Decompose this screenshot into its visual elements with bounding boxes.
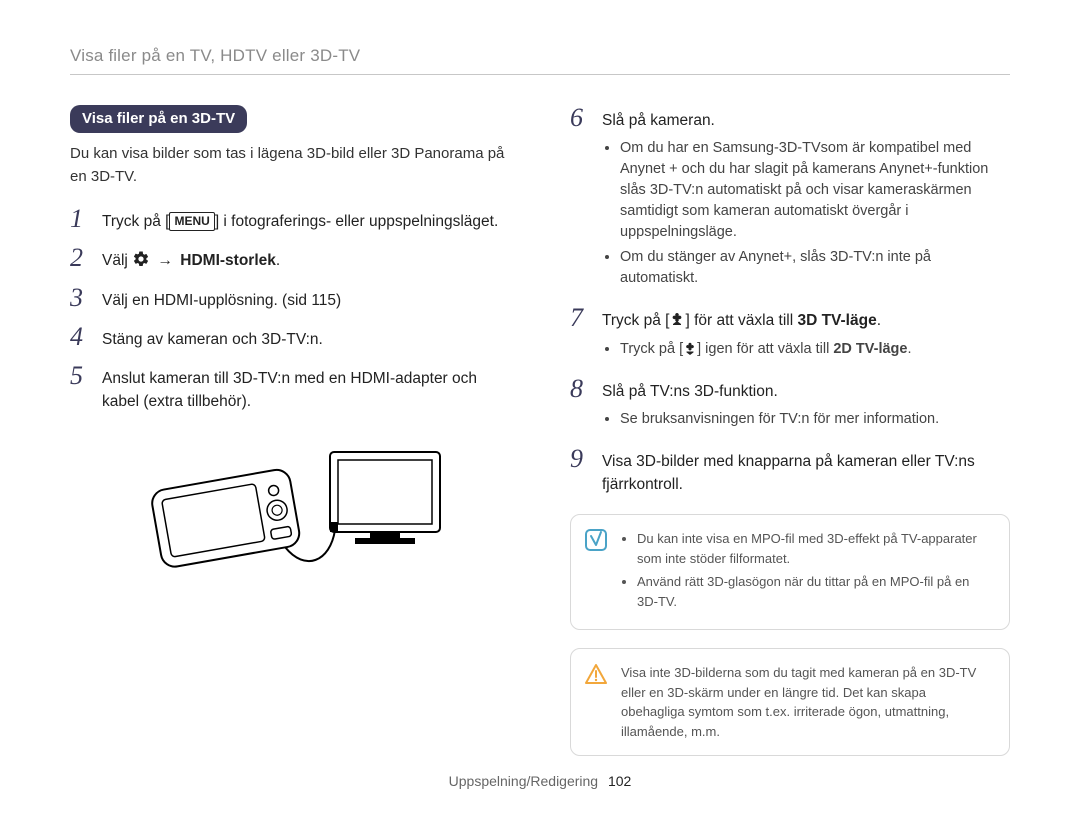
camera-tv-illustration [70,432,510,592]
step-text: Tryck på [MENU] i fotograferings- eller … [102,206,498,233]
left-column: Visa ﬁler på en 3D-TV Du kan visa bilder… [70,105,510,756]
step-text: Välj → HDMI-storlek. [102,245,280,272]
bullet-item: Tryck på [] igen för att växla till 2D T… [620,339,912,360]
step-item: 6 Slå på kameran. Om du har en Samsung-3… [570,105,1010,293]
right-steps-list: 6 Slå på kameran. Om du har en Samsung-3… [570,105,1010,496]
manual-page: Visa ﬁler på en TV, HDTV eller 3D-TV Vis… [0,0,1080,815]
footer-page-number: 102 [608,773,631,789]
page-title: Visa ﬁler på en TV, HDTV eller 3D-TV [70,46,1010,66]
page-footer: Uppspelning/Redigering 102 [0,773,1080,789]
menu-icon: MENU [169,212,214,231]
step-item: 1 Tryck på [MENU] i fotograferings- elle… [70,206,510,233]
step-item: 8 Slå på TV:ns 3D-funktion. Se bruksanvi… [570,376,1010,434]
sub-bullets: Om du har en Samsung-3D-TVsom är kompati… [602,138,1010,289]
step-item: 3 Välj en HDMI-upplösning. (sid 115) [70,285,510,312]
step-number: 9 [570,446,590,472]
step-text: Slå på kameran. Om du har en Samsung-3D-… [602,105,1010,293]
step-text: Visa 3D-bilder med knapparna på kameran … [602,446,1010,497]
warning-icon [585,663,607,685]
step-text: Välj en HDMI-upplösning. (sid 115) [102,285,341,312]
note-box: Du kan inte visa en MPO-ﬁl med 3D-effekt… [570,514,1010,630]
step-item: 9 Visa 3D-bilder med knapparna på kamera… [570,446,1010,497]
step-text: Stäng av kameran och 3D-TV:n. [102,324,323,351]
step-number: 2 [70,245,90,271]
warning-text: Visa inte 3D-bilderna som du tagit med k… [621,663,993,741]
sub-bullets: Tryck på [] igen för att växla till 2D T… [602,339,912,360]
step-number: 5 [70,363,90,389]
step-number: 7 [570,305,590,331]
step-number: 3 [70,285,90,311]
header-rule [70,74,1010,75]
arrow-icon: → [154,252,176,269]
bullet-item: Om du har en Samsung-3D-TVsom är kompati… [620,138,1010,243]
step-number: 1 [70,206,90,232]
step-number: 4 [70,324,90,350]
warning-box: Visa inte 3D-bilderna som du tagit med k… [570,648,1010,756]
step-number: 8 [570,376,590,402]
flower-down-icon [683,341,697,355]
footer-section: Uppspelning/Redigering [449,773,598,789]
step-text: Slå på TV:ns 3D-funktion. Se bruksanvisn… [602,376,939,434]
step-item: 5 Anslut kameran till 3D-TV:n med en HDM… [70,363,510,414]
note-item: Du kan inte visa en MPO-ﬁl med 3D-effekt… [637,529,993,568]
flower-up-icon [669,311,685,327]
intro-text: Du kan visa bilder som tas i lägena 3D-b… [70,143,510,188]
step-text: Tryck på [] för att växla till 3D TV-läg… [602,305,912,363]
right-column: 6 Slå på kameran. Om du har en Samsung-3… [570,105,1010,756]
step-number: 6 [570,105,590,131]
two-column-layout: Visa ﬁler på en 3D-TV Du kan visa bilder… [70,105,1010,756]
left-steps-list: 1 Tryck på [MENU] i fotograferings- elle… [70,206,510,414]
gear-icon [132,252,154,269]
step-item: 2 Välj → HDMI-storlek. [70,245,510,272]
step-item: 7 Tryck på [] för att växla till 3D TV-l… [570,305,1010,363]
note-icon [585,529,607,551]
sub-bullets: Se bruksanvisningen för TV:n för mer inf… [602,409,939,430]
note-list: Du kan inte visa en MPO-ﬁl med 3D-effekt… [621,529,993,611]
bullet-item: Om du stänger av Anynet+, slås 3D-TV:n i… [620,247,1010,289]
step-item: 4 Stäng av kameran och 3D-TV:n. [70,324,510,351]
section-badge: Visa ﬁler på en 3D-TV [70,105,247,133]
step-text: Anslut kameran till 3D-TV:n med en HDMI-… [102,363,510,414]
note-item: Använd rätt 3D-glasögon när du tittar på… [637,572,993,611]
bullet-item: Se bruksanvisningen för TV:n för mer inf… [620,409,939,430]
